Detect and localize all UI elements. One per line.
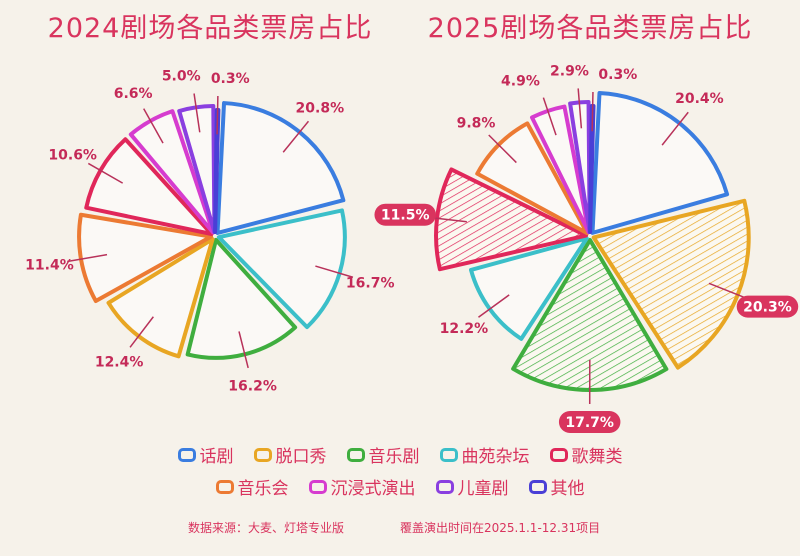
legend-item-歌舞类: 歌舞类 [549,442,623,467]
label-pill [558,410,621,433]
legend-swatch [177,447,196,462]
data-label: 5.0% [162,69,201,85]
pie-chart-2025: 20.4% 20.3% 17.7% 12.2% 11.5% 9.8% 4.9% 2.9% 0.3… [374,64,799,433]
leader-line [282,120,310,153]
legend-swatch [253,447,272,462]
chart-title-2025: 2025剧场各品类票房占比 [427,13,753,44]
data-label: 12.4% [95,355,144,371]
leader-line [315,265,354,278]
legend-label: 其他 [550,479,585,499]
data-label: 20.4% [675,91,724,107]
label-pill [736,295,799,318]
legend-swatch [435,479,454,494]
legend-label: 曲苑杂坛 [461,447,530,467]
leader-line [87,162,124,184]
legend-row-1: 话剧 脱口秀 音乐剧 曲苑杂坛 歌舞类 [0,442,800,467]
data-label: 0.3% [211,71,250,87]
legend-row-2: 音乐会 沉浸式演出 儿童剧 其他 [0,474,800,499]
legend-item-儿童剧: 儿童剧 [435,474,509,499]
leader-line [143,108,164,144]
legend-swatch [439,447,458,462]
leader-line [488,134,517,164]
legend-item-音乐会: 音乐会 [215,474,289,499]
pie-charts: 20.8% 16.7% 16.2% 12.4% 11.4% 10.6% 6.6% 5.0% 0.… [25,64,799,433]
legend-label: 儿童剧 [457,479,509,499]
legend-item-音乐剧: 音乐剧 [346,442,420,467]
legend-label: 沉浸式演出 [330,479,416,499]
legend-swatch [215,479,234,494]
data-label: 16.7% [346,275,395,291]
data-label: 16.2% [228,378,277,394]
leader-line [577,88,583,129]
chart-title-2024: 2024剧场各品类票房占比 [47,13,373,44]
leader-line [193,93,201,133]
data-label: 6.6% [114,86,153,102]
legend-swatch [528,479,547,494]
leader-line [478,294,510,318]
leader-line [591,92,594,132]
data-label: 17.7% [565,415,614,431]
label-pill [374,203,436,226]
leader-line [238,331,249,369]
pie-chart-2024: 20.8% 16.7% 16.2% 12.4% 11.4% 10.6% 6.6% 5.0% 0.… [25,69,394,395]
legend-item-其他: 其他 [528,474,585,499]
data-label: 11.4% [25,258,74,274]
data-label: 11.5% [381,208,430,224]
leader-line [216,96,219,135]
data-label: 20.8% [296,100,345,116]
data-source: 数据来源：大麦、灯塔专业版 [188,521,345,535]
legend-item-曲苑杂坛: 曲苑杂坛 [439,442,530,467]
leader-line [67,253,108,263]
data-label: 4.9% [501,74,540,90]
leader-line [661,111,689,146]
data-label: 20.3% [743,300,792,316]
legend-label: 话剧 [199,447,234,467]
data-label: 9.8% [457,115,496,131]
data-label: 0.3% [598,67,637,83]
legend-item-话剧: 话剧 [177,442,234,467]
data-label: 10.6% [48,147,97,163]
legend-label: 歌舞类 [571,447,623,467]
legend-swatch [346,447,365,462]
legend-label: 音乐剧 [368,447,420,467]
leader-line [542,97,557,136]
legend-item-沉浸式演出: 沉浸式演出 [308,474,416,499]
leader-line [129,316,154,348]
legend-label: 音乐会 [237,479,289,499]
legend-swatch [549,447,568,462]
data-label: 12.2% [440,321,489,337]
data-label: 2.9% [550,64,589,80]
legend-item-脱口秀: 脱口秀 [253,442,327,467]
coverage-note: 覆盖演出时间在2025.1.1-12.31项目 [400,521,601,535]
legend-swatch [308,479,327,494]
legend-label: 脱口秀 [275,447,327,467]
